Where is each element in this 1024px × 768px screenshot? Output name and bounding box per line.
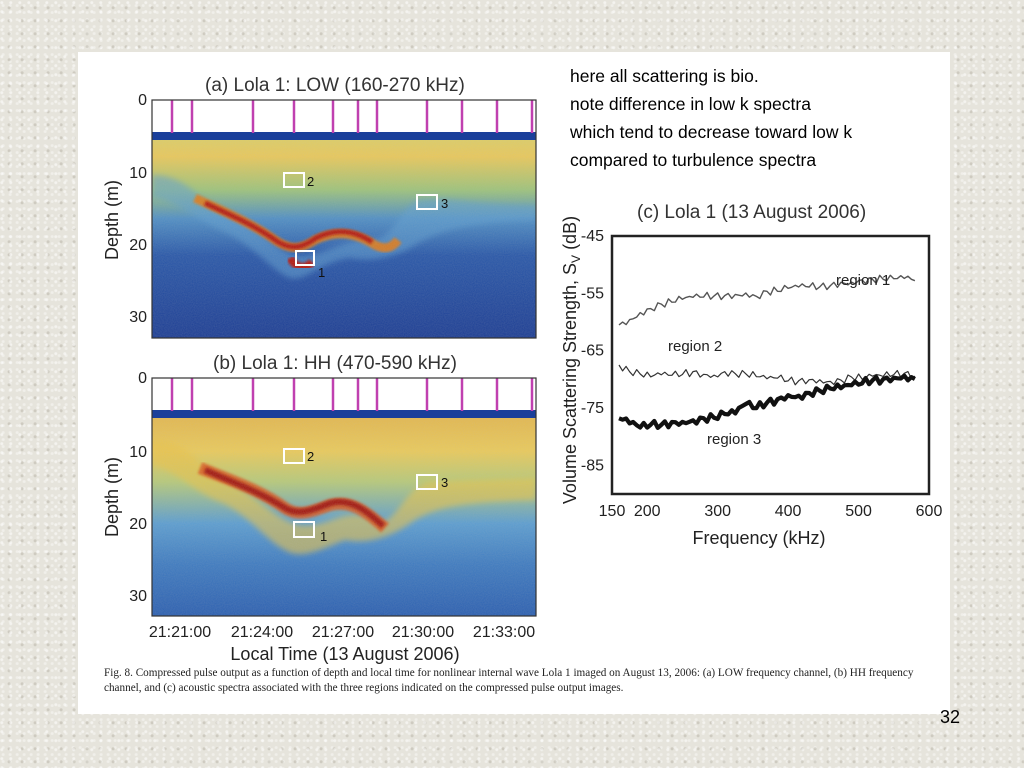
chart-xlabel: Frequency (kHz) <box>692 528 825 548</box>
panel-b-title: (b) Lola 1: HH (470-590 kHz) <box>213 353 457 374</box>
ping-markers-b <box>170 378 534 411</box>
series-line-region-3 <box>618 373 916 430</box>
depth-axis-label-a: Depth (m) <box>102 180 122 260</box>
note-line: compared to turbulence spectra <box>570 150 817 170</box>
x-tick-label: 300 <box>704 503 731 520</box>
region-label-3: 3 <box>441 196 448 211</box>
y-tick-label: -65 <box>581 343 604 360</box>
region-label-3: 3 <box>441 475 448 490</box>
time-axis: 21:21:00 21:24:00 21:27:00 21:30:00 21:3… <box>149 624 535 664</box>
region-3-box <box>416 194 438 210</box>
spectra-chart: -45 -55 -65 -75 -85 150 200 300 400 500 600 regio… <box>560 216 942 548</box>
x-tick-label: 400 <box>775 503 802 520</box>
region-2-box <box>283 448 305 464</box>
chart-series-group <box>618 274 916 430</box>
panel-c-title: (c) Lola 1 (13 August 2006) <box>637 202 866 223</box>
region-label-2: 2 <box>307 449 314 464</box>
chart-ylabel: Volume Scattering Strength, SV (dB) <box>560 216 583 504</box>
depth-tick: 20 <box>129 516 147 533</box>
ping-markers-a <box>170 100 534 133</box>
panel-a-title: (a) Lola 1: LOW (160-270 kHz) <box>205 75 465 96</box>
depth-tick: 30 <box>129 588 147 605</box>
page-number: 32 <box>940 707 961 727</box>
y-tick-label: -75 <box>581 400 604 417</box>
time-axis-label: Local Time (13 August 2006) <box>230 644 459 664</box>
x-tick-label: 150 <box>599 503 626 520</box>
note-line: which tend to decrease toward low k <box>570 122 853 142</box>
region-1-box <box>293 521 315 538</box>
figure-caption: Fig. 8. Compressed pulse output as a fun… <box>104 667 914 694</box>
depth-axis-a: 0 10 20 30 Depth (m) <box>102 92 147 326</box>
echogram-b <box>151 377 537 617</box>
depth-tick: 0 <box>138 370 147 387</box>
x-tick-label: 500 <box>845 503 872 520</box>
region-label-1: 1 <box>320 529 327 544</box>
series-line-region-1 <box>618 274 916 326</box>
y-tick-label: -85 <box>581 457 604 474</box>
region-label-1: 1 <box>318 265 325 280</box>
time-tick: 21:27:00 <box>312 624 374 641</box>
time-tick: 21:30:00 <box>392 624 454 641</box>
y-tick-label: -45 <box>581 228 604 245</box>
series-label-region-3: region 3 <box>707 431 761 448</box>
region-1-box <box>295 250 315 266</box>
note-line: here all scattering is bio. <box>570 66 759 86</box>
depth-tick: 30 <box>129 309 147 326</box>
region-3-box <box>416 474 438 490</box>
slide-notes: here all scattering is bio. note differe… <box>570 62 852 174</box>
note-line: note difference in low k spectra <box>570 94 811 114</box>
region-boxes-a: 2 3 1 <box>283 172 448 280</box>
region-2-box <box>283 172 305 188</box>
echogram-a <box>151 99 537 339</box>
x-tick-group: 150 200 300 400 500 600 <box>599 503 943 520</box>
x-tick-label: 600 <box>916 503 943 520</box>
depth-tick: 10 <box>129 165 147 182</box>
depth-tick: 10 <box>129 444 147 461</box>
x-tick-label: 200 <box>634 503 661 520</box>
region-boxes-b: 2 3 1 <box>283 448 448 544</box>
depth-tick: 20 <box>129 237 147 254</box>
time-tick: 21:21:00 <box>149 624 211 641</box>
depth-axis-label-b: Depth (m) <box>102 457 122 537</box>
chart-frame <box>610 234 931 496</box>
series-label-region-2: region 2 <box>668 338 722 355</box>
time-tick: 21:24:00 <box>231 624 293 641</box>
depth-tick: 0 <box>138 92 147 109</box>
y-tick-group: -45 -55 -65 -75 -85 <box>581 228 604 474</box>
depth-axis-b: 0 10 20 30 Depth (m) <box>102 370 147 605</box>
series-label-region-1: region 1 <box>836 272 890 289</box>
y-tick-label: -55 <box>581 285 604 302</box>
region-label-2: 2 <box>307 174 314 189</box>
time-tick: 21:33:00 <box>473 624 535 641</box>
